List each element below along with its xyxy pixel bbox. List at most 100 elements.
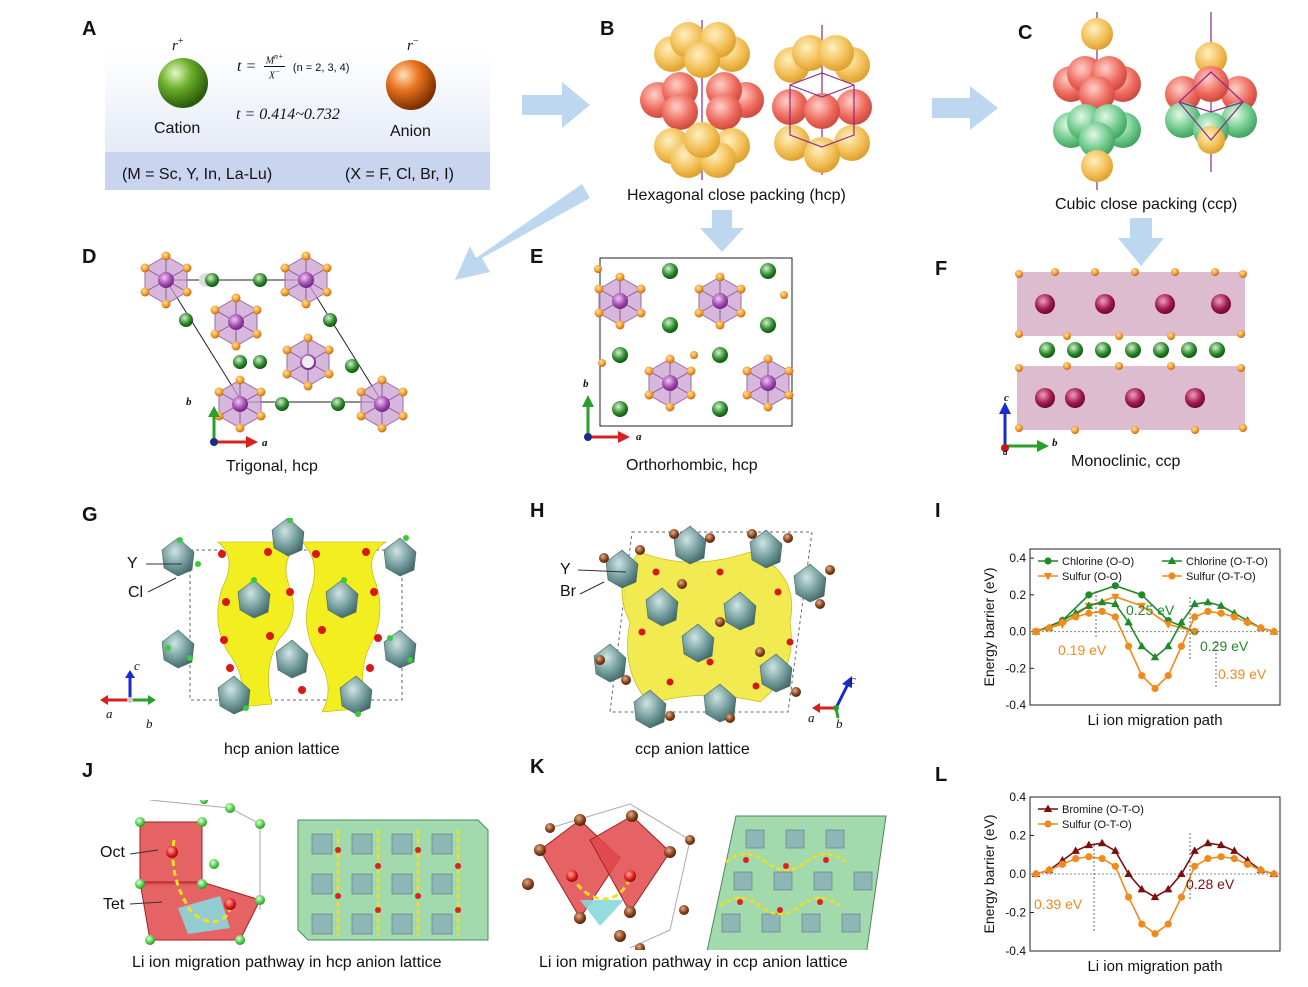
panel-b-caption: Hexagonal close packing (hcp) <box>627 187 846 204</box>
data-point <box>1270 627 1278 636</box>
data-point <box>1204 607 1212 615</box>
y-tick-label: 0.4 <box>1009 551 1026 565</box>
panel-g-label-cl: Cl <box>128 584 144 601</box>
legend-entry: Sulfur (O-T-O) <box>1186 571 1256 583</box>
panel-label-k: K <box>530 756 545 778</box>
data-point <box>1072 855 1080 863</box>
panel-label-a: A <box>82 18 97 40</box>
ccp-packing-diagram <box>1053 12 1257 190</box>
data-point <box>1111 862 1119 870</box>
data-point <box>1164 672 1172 680</box>
data-point <box>1257 624 1265 632</box>
data-point <box>1098 855 1106 863</box>
panel-label-h: H <box>530 500 545 522</box>
data-point <box>1151 930 1159 938</box>
panel-g-axis-b: b <box>146 716 153 731</box>
cation-radius: r+ <box>172 36 184 54</box>
plot-frame <box>1029 548 1281 706</box>
data-point <box>1150 652 1160 661</box>
barrier-annotation: 0.29 eV <box>1200 638 1249 654</box>
panel-label-j: J <box>82 760 94 782</box>
panel-g-label-y: Y <box>127 555 138 572</box>
data-point <box>1204 855 1212 863</box>
panel-j-caption: Li ion migration pathway in hcp anion la… <box>132 954 442 971</box>
legend-entry: Sulfur (O-O) <box>1062 571 1122 583</box>
data-point <box>1072 613 1080 621</box>
ratio-range: t = 0.414~0.732 <box>236 106 340 123</box>
arrow-c-to-f-icon <box>1118 218 1164 266</box>
data-point <box>1124 869 1133 877</box>
data-point <box>1191 862 1199 870</box>
data-point <box>1230 846 1239 854</box>
data-point <box>1084 840 1094 849</box>
data-point <box>1085 591 1093 599</box>
x-axis-label: Li ion migration path <box>1087 712 1222 729</box>
y-tick-label: 0.4 <box>1009 790 1026 804</box>
hcp-migration-pathway-render <box>135 800 489 945</box>
orthorhombic-structure <box>582 257 794 443</box>
data-point <box>1150 892 1160 901</box>
legend-marker <box>1044 557 1052 565</box>
panel-g-axis-c: c <box>134 658 140 673</box>
data-point <box>1177 642 1186 650</box>
barrier-annotation: 0.25 eV <box>1126 602 1175 618</box>
data-point <box>1138 591 1146 599</box>
y-tick-label: -0.2 <box>1005 906 1026 920</box>
panel-h-caption: ccp anion lattice <box>635 741 750 758</box>
data-point <box>1164 884 1173 893</box>
cation-label: Cation <box>154 120 201 137</box>
data-point <box>1216 840 1226 849</box>
data-point <box>1085 853 1093 861</box>
data-point <box>1032 627 1040 636</box>
panel-j-label-oct: Oct <box>100 844 125 861</box>
panel-h-label-y: Y <box>560 561 571 578</box>
data-point <box>1124 893 1133 901</box>
data-point <box>1111 582 1119 590</box>
data-point <box>1164 920 1172 928</box>
data-point <box>1137 602 1146 611</box>
y-axis-label: Energy barrier (eV) <box>981 814 997 933</box>
y-tick-label: -0.4 <box>1005 698 1026 712</box>
cation-sphere-icon <box>158 58 208 108</box>
data-point <box>1243 860 1252 868</box>
ratio-formula: t = Mn+ X− (n = 2, 3, 4) <box>237 52 350 82</box>
data-point <box>1058 860 1067 868</box>
data-point <box>1190 628 1199 637</box>
data-point <box>1151 684 1159 693</box>
panel-label-f: F <box>935 258 948 280</box>
panel-g-caption: hcp anion lattice <box>224 741 340 758</box>
ccp-migration-pathway-render <box>522 803 887 950</box>
legend-entry: Sulfur (O-T-O) <box>1062 819 1132 831</box>
anion-sphere-icon <box>386 60 436 110</box>
panel-h-axis-a: a <box>808 710 815 725</box>
y-tick-label: 0.0 <box>1009 625 1026 639</box>
y-tick-label: 0.2 <box>1009 588 1026 602</box>
panel-label-b: B <box>600 18 615 40</box>
legend-marker <box>1043 573 1053 581</box>
data-point <box>1032 870 1040 878</box>
barrier-annotation: 0.39 eV <box>1218 666 1267 682</box>
data-point <box>1164 621 1173 629</box>
panel-a-spheres <box>158 58 436 110</box>
panel-d-caption: Trigonal, hcp <box>226 458 318 475</box>
metal-list: (M = Sc, Y, In, La-Lu) <box>122 166 273 183</box>
legend-entry: Chlorine (O-T-O) <box>1186 556 1268 568</box>
y-axis-label: Energy barrier (eV) <box>981 567 997 686</box>
data-point <box>1257 866 1265 874</box>
legend-entry: Bromine (O-T-O) <box>1062 804 1144 816</box>
data-point <box>1216 601 1226 609</box>
panel-label-c: C <box>1018 22 1033 44</box>
hcp-packing-diagram <box>640 20 872 180</box>
data-point <box>1097 597 1107 606</box>
halide-list: (X = F, Cl, Br, I) <box>345 166 454 183</box>
panel-f-axis-c: c <box>1004 392 1009 404</box>
legend-entry: Chlorine (O-O) <box>1062 556 1134 568</box>
panel-d-axis-a: a <box>262 437 268 449</box>
barrier-annotation: 0.28 eV <box>1186 876 1235 892</box>
panel-label-e: E <box>530 246 544 268</box>
data-point <box>1230 613 1238 621</box>
y-tick-label: -0.4 <box>1005 944 1026 958</box>
data-point <box>1217 609 1225 617</box>
data-point <box>1138 920 1146 928</box>
